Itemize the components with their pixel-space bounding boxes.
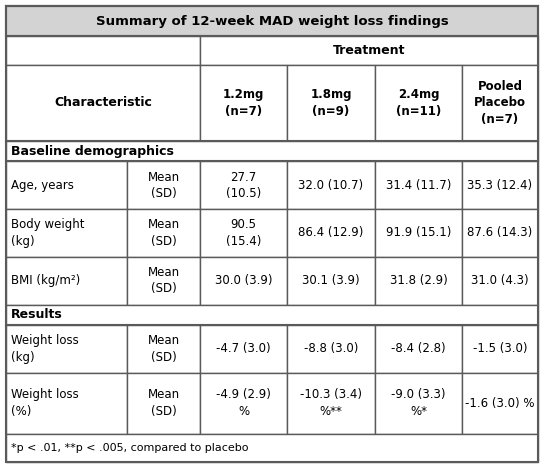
Text: Characteristic: Characteristic [54,96,152,110]
Bar [462,257,538,305]
Text: Treatment: Treatment [333,44,405,57]
Text: 31.0 (4.3): 31.0 (4.3) [471,274,529,287]
Bar [127,373,200,433]
Bar [6,305,538,325]
Bar [375,257,462,305]
Text: Results: Results [11,308,63,321]
Text: Mean
(SD): Mean (SD) [147,388,180,418]
Bar [6,325,127,373]
Text: -1.5 (3.0): -1.5 (3.0) [473,342,527,355]
Bar [200,161,287,209]
Text: -1.6 (3.0) %: -1.6 (3.0) % [465,396,535,410]
Text: 2.4mg
(n=11): 2.4mg (n=11) [396,88,441,118]
Bar [200,37,538,65]
Text: 87.6 (14.3): 87.6 (14.3) [467,227,533,240]
Bar [462,65,538,141]
Bar [127,325,200,373]
Bar [287,373,375,433]
Text: -9.0 (3.3)
%*: -9.0 (3.3) %* [391,388,446,418]
Bar [200,257,287,305]
Text: 32.0 (10.7): 32.0 (10.7) [299,179,363,192]
Bar [6,433,538,462]
Text: Mean
(SD): Mean (SD) [147,218,180,248]
Bar [462,325,538,373]
Text: -10.3 (3.4)
%**: -10.3 (3.4) %** [300,388,362,418]
Bar [287,209,375,257]
Bar [462,373,538,433]
Bar [375,373,462,433]
Bar [6,6,538,37]
Text: Age, years: Age, years [11,179,74,192]
Text: -8.8 (3.0): -8.8 (3.0) [304,342,358,355]
Text: Pooled
Placebo
(n=7): Pooled Placebo (n=7) [474,80,526,126]
Text: 30.1 (3.9): 30.1 (3.9) [302,274,360,287]
Text: Body weight
(kg): Body weight (kg) [11,218,84,248]
Text: *p < .01, **p < .005, compared to placebo: *p < .01, **p < .005, compared to placeb… [11,443,249,453]
Text: BMI (kg/m²): BMI (kg/m²) [11,274,81,287]
Bar [127,161,200,209]
Bar [6,257,127,305]
Text: Mean
(SD): Mean (SD) [147,170,180,200]
Text: 30.0 (3.9): 30.0 (3.9) [215,274,272,287]
Text: 91.9 (15.1): 91.9 (15.1) [386,227,451,240]
Bar [200,373,287,433]
Bar [375,209,462,257]
Text: Weight loss
(%): Weight loss (%) [11,388,79,418]
Text: 27.7
(10.5): 27.7 (10.5) [226,170,261,200]
Bar [287,65,375,141]
Bar [6,37,200,65]
Bar [127,209,200,257]
Bar [375,325,462,373]
Bar [200,65,287,141]
Bar [200,325,287,373]
Bar [127,257,200,305]
Text: 31.4 (11.7): 31.4 (11.7) [386,179,451,192]
Text: -4.9 (2.9)
%: -4.9 (2.9) % [216,388,271,418]
Bar [6,373,127,433]
Text: 1.2mg
(n=7): 1.2mg (n=7) [223,88,264,118]
Bar [462,209,538,257]
Text: Summary of 12-week MAD weight loss findings: Summary of 12-week MAD weight loss findi… [96,15,448,28]
Bar [6,209,127,257]
Text: Mean
(SD): Mean (SD) [147,266,180,295]
Bar [287,161,375,209]
Text: -4.7 (3.0): -4.7 (3.0) [216,342,271,355]
Bar [6,65,200,141]
Text: 90.5
(15.4): 90.5 (15.4) [226,218,261,248]
Bar [462,161,538,209]
Bar [6,141,538,161]
Text: 86.4 (12.9): 86.4 (12.9) [298,227,364,240]
Text: 1.8mg
(n=9): 1.8mg (n=9) [310,88,352,118]
Bar [287,325,375,373]
Bar [287,257,375,305]
Bar [375,65,462,141]
Text: Weight loss
(kg): Weight loss (kg) [11,334,79,364]
Text: Mean
(SD): Mean (SD) [147,334,180,364]
Bar [6,161,127,209]
Bar [375,161,462,209]
Text: 35.3 (12.4): 35.3 (12.4) [467,179,533,192]
Text: Baseline demographics: Baseline demographics [11,145,174,158]
Bar [200,209,287,257]
Text: 31.8 (2.9): 31.8 (2.9) [390,274,447,287]
Text: -8.4 (2.8): -8.4 (2.8) [391,342,446,355]
